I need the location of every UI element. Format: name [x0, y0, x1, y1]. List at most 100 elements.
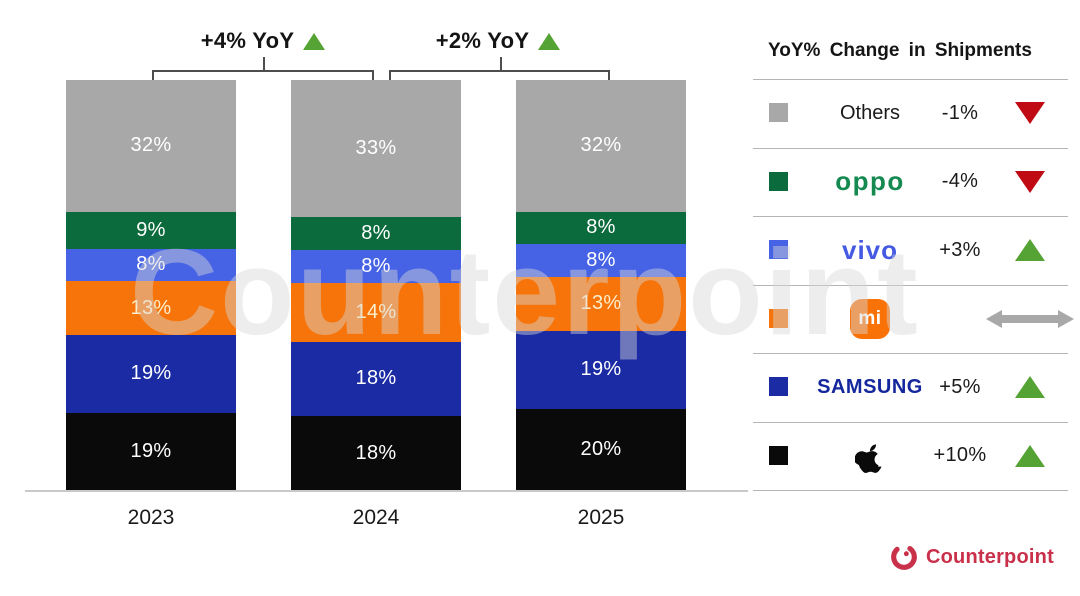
- bar-segment-value: 19%: [130, 362, 172, 385]
- bar-segment-xiaomi-2023: 13%: [66, 281, 236, 335]
- bracket-tick: [499, 57, 502, 71]
- legend-swatch-samsung: [769, 377, 788, 396]
- bar-segment-vivo-2024: 8%: [291, 250, 461, 284]
- legend-change-value: +10%: [933, 444, 987, 466]
- x-tick-2024: 2024: [352, 506, 400, 529]
- apple-logo: [800, 422, 940, 490]
- growth-annotation-2023-2024: +4% YoY: [143, 28, 383, 54]
- bar-segment-value: 18%: [355, 442, 397, 465]
- legend-row-vivo: vivo +3%: [753, 216, 1068, 284]
- vivo-logo: vivo: [800, 216, 940, 284]
- legend-change-value: -1%: [941, 101, 979, 124]
- growth-annotation-2024-2025: +2% YoY: [378, 28, 618, 54]
- bar-segment-samsung-2023: 19%: [66, 334, 236, 413]
- legend-brand-label: Others: [839, 101, 901, 124]
- legend-title: YoY% Change in Shipments: [768, 40, 1032, 61]
- apple-logo-icon: [855, 443, 882, 473]
- legend-divider: [753, 490, 1068, 491]
- legend-swatch-apple: [769, 445, 788, 465]
- counterpoint-c-icon: [891, 544, 917, 570]
- x-tick-2023: 2023: [127, 506, 175, 529]
- bar-segment-value: 20%: [580, 438, 622, 461]
- bar-segment-oppo-2024: 8%: [291, 217, 461, 251]
- bar-segment-others-2025: 32%: [516, 80, 686, 212]
- up-triangle-icon: [1015, 376, 1045, 398]
- up-triangle-icon: [1000, 422, 1060, 490]
- bar-segment-apple-2024: 18%: [291, 416, 461, 491]
- mi-logo: mi: [850, 298, 890, 339]
- flat-arrow-icon: [986, 309, 1074, 328]
- legend-change-value: -4%: [941, 170, 979, 192]
- legend-divider: [753, 216, 1068, 217]
- bar-segment-value: 33%: [355, 137, 397, 159]
- growth-annotation-label: +4% YoY: [200, 28, 295, 53]
- legend-divider: [753, 79, 1068, 80]
- bar-segment-oppo-2023: 9%: [66, 211, 236, 249]
- bar-segment-value: 8%: [136, 253, 166, 276]
- flat-arrow-icon: [985, 285, 1075, 353]
- bar-segment-apple-2023: 19%: [66, 412, 236, 491]
- growth-bracket-2024-2025: [389, 57, 610, 84]
- bar-segment-samsung-2025: 19%: [516, 330, 686, 409]
- up-triangle-icon: [303, 32, 326, 50]
- bar-segment-others-2023: 32%: [66, 80, 236, 212]
- growth-bracket-2023-2024: [152, 57, 374, 84]
- legend-divider: [753, 421, 1068, 423]
- down-triangle-icon: [1000, 79, 1060, 147]
- bar-segment-value: 8%: [361, 255, 391, 278]
- mi-logo: mi: [800, 285, 940, 353]
- legend-brand-label: Others: [800, 79, 940, 147]
- legend-row-mi: mi: [753, 285, 1074, 353]
- up-triangle-icon: [1015, 239, 1045, 261]
- legend-swatch-mi: [769, 308, 788, 328]
- bar-segment-value: 13%: [130, 296, 172, 319]
- bar-segment-value: 14%: [355, 300, 397, 323]
- counterpoint-logo: Counterpoint: [889, 542, 1054, 572]
- bar-segment-vivo-2023: 8%: [66, 248, 236, 282]
- legend-swatch-others: [769, 103, 788, 122]
- bar-segment-others-2024: 33%: [291, 80, 461, 217]
- bar-segment-vivo-2025: 8%: [516, 244, 686, 278]
- vivo-logo: vivo: [841, 234, 899, 265]
- bracket-tick: [263, 57, 265, 71]
- samsung-logo: SAMSUNG: [800, 353, 940, 421]
- bar-segment-value: 8%: [586, 216, 616, 239]
- bar-segment-samsung-2024: 18%: [291, 341, 461, 417]
- bar-segment-value: 19%: [580, 358, 622, 381]
- bar-segment-value: 8%: [361, 222, 391, 245]
- up-triangle-icon: [1015, 444, 1045, 467]
- legend-swatch-oppo: [769, 171, 788, 191]
- legend-row-samsung: SAMSUNG +5%: [753, 353, 1068, 421]
- up-triangle-icon: [538, 32, 561, 50]
- legend-row-oppo: oppo -4%: [753, 148, 1068, 216]
- mi-logo-text: mi: [858, 307, 882, 329]
- x-axis-line: [25, 490, 748, 492]
- down-triangle-icon: [1015, 102, 1045, 124]
- bar-segment-value: 18%: [355, 367, 397, 390]
- bar-segment-value: 9%: [136, 218, 166, 241]
- bar-segment-oppo-2025: 8%: [516, 211, 686, 245]
- bar-segment-apple-2025: 20%: [516, 408, 686, 491]
- bar-segment-value: 13%: [580, 292, 622, 315]
- bar-segment-value: 8%: [586, 249, 616, 272]
- up-triangle-icon: [1000, 353, 1060, 421]
- legend-change-value: +5%: [939, 375, 981, 398]
- bar-segment-value: 19%: [130, 440, 172, 463]
- legend-divider: [753, 147, 1068, 149]
- oppo-logo: oppo: [835, 166, 905, 196]
- growth-annotation-label: +2% YoY: [435, 28, 530, 53]
- down-triangle-icon: [1000, 148, 1060, 216]
- samsung-logo: SAMSUNG: [817, 375, 923, 398]
- down-triangle-icon: [1015, 170, 1045, 193]
- legend-divider: [753, 284, 1068, 286]
- legend-divider: [753, 353, 1068, 354]
- counterpoint-brand-text: Counterpoint: [926, 545, 1054, 568]
- legend-swatch-vivo: [769, 240, 788, 259]
- bar-segment-xiaomi-2025: 13%: [516, 277, 686, 331]
- up-triangle-icon: [1000, 216, 1060, 284]
- bar-segment-xiaomi-2024: 14%: [291, 283, 461, 342]
- legend-row-apple: +10%: [753, 422, 1068, 490]
- legend-change-value: +3%: [939, 238, 981, 261]
- legend-row-others: Others -1%: [753, 79, 1068, 147]
